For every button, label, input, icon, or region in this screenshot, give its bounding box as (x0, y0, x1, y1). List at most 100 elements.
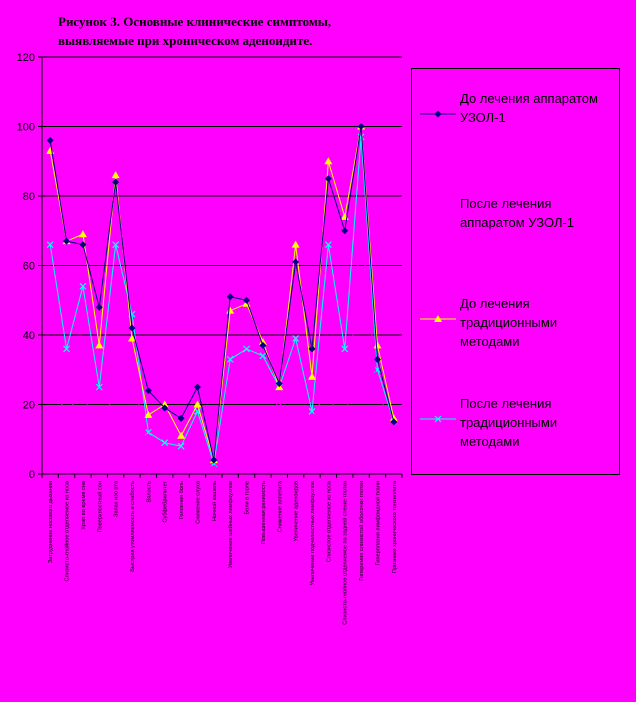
x-tick-label: Увеличение шейных лимфоузлов (227, 481, 234, 568)
data-point (193, 383, 201, 391)
data-point (63, 237, 71, 245)
legend-label: До лечения традиционными методами (460, 296, 558, 349)
data-point (341, 443, 348, 450)
series-4 (46, 133, 398, 467)
data-point (373, 341, 382, 349)
x-tick-label: Слизисто-гнойное отделяемое по задней ст… (342, 481, 349, 625)
data-point (145, 439, 152, 446)
data-point (46, 241, 54, 249)
data-point (341, 227, 349, 235)
series-2 (47, 220, 397, 474)
data-point (194, 439, 201, 446)
data-point (193, 400, 202, 408)
x-tick-label: Головная боль (179, 481, 185, 519)
legend-item: После лечения традиционными методами (420, 394, 615, 464)
legend-swatch (420, 415, 456, 423)
x-tick-label: Поверхностный сон (96, 481, 103, 532)
series-line (49, 136, 395, 464)
data-point (95, 303, 103, 311)
data-point (112, 384, 119, 391)
legend-swatch-marker (434, 415, 442, 423)
x-tick-label: Боли в горле (245, 481, 251, 514)
x-tick-label: Гиперемия слизистой оболочки глотки (358, 481, 365, 581)
data-point (128, 334, 136, 342)
y-tick-labels: 0 20 40 60 80 100 120 (17, 52, 35, 481)
y-tick-label: 40 (23, 330, 35, 342)
data-point (177, 442, 185, 450)
data-point (95, 341, 104, 349)
legend-item: После лечения аппаратом УЗОЛ-1 (420, 194, 615, 264)
data-point (144, 387, 152, 395)
legend-label: После лечения традиционными методами (460, 396, 558, 449)
data-point (226, 293, 234, 301)
data-point (308, 372, 316, 380)
data-point (63, 345, 70, 353)
data-point (47, 384, 54, 391)
chart-title: Рисунок 3. Основные клинические симптомы… (58, 12, 418, 50)
x-tick-label: Увеличение подчелюстных лимфоузлов (310, 481, 316, 585)
data-point (79, 241, 87, 249)
x-tick-label: Храп во время сна (81, 480, 87, 530)
data-point (112, 241, 120, 249)
data-point (79, 391, 86, 398)
legend-item: До лечения традиционными методами (420, 294, 615, 364)
legend-swatch-marker (434, 315, 442, 322)
x-tick-label: Признаки хронического тонзиллита (392, 480, 398, 573)
x-tick-label: Быстрая утомляемость и слабость (130, 481, 136, 572)
x-tick-label: Гиперплазия лимфоидной ткани (374, 481, 381, 565)
x-tick-label: Субфебрилитет (163, 481, 169, 523)
x-tick-label: Слизистое отделяемое из носа (326, 480, 332, 562)
x-tick-label: Ночной кашель (211, 481, 218, 521)
x-tick-label: Слизисто-гнойное отделяемое из носа (64, 480, 71, 581)
x-tick-label: Снижение аппетита (277, 480, 283, 532)
data-point (112, 178, 120, 186)
y-tick-label: 100 (17, 122, 35, 134)
data-point (46, 136, 54, 144)
data-point (63, 408, 70, 415)
data-point (373, 355, 381, 363)
data-point (129, 373, 135, 380)
data-point (79, 282, 87, 290)
data-point (111, 171, 120, 179)
chart-axes (38, 56, 403, 478)
data-point (308, 345, 316, 353)
data-point (390, 418, 398, 426)
data-point (292, 450, 299, 457)
data-point (95, 383, 103, 391)
x-tick-label: Увеличение аденоидов (294, 481, 300, 542)
data-point (357, 123, 365, 130)
chart-title-line-1: Рисунок 3. Основные клинические симптомы… (58, 14, 332, 29)
series-line (49, 223, 395, 472)
series-line (49, 126, 395, 461)
data-point (194, 408, 201, 415)
data-point (292, 335, 300, 342)
y-tick-label: 20 (23, 400, 35, 412)
legend-swatch (420, 216, 456, 222)
data-point (324, 175, 332, 183)
data-point (292, 258, 300, 266)
data-point (210, 467, 217, 474)
data-point (210, 456, 218, 464)
x-tick-label: Вялость (146, 481, 152, 502)
data-point (374, 391, 381, 398)
x-tick-label: Затруднение носового дыхания (48, 481, 54, 563)
data-point (243, 345, 250, 353)
data-point (227, 425, 234, 432)
data-point (291, 240, 300, 248)
data-point (259, 418, 266, 425)
legend-item: До лечения аппаратом УЗОЛ-1 (420, 89, 615, 159)
x-tick-labels: Затруднение носового дыхания Слизисто-гно… (48, 480, 398, 625)
data-point (275, 380, 283, 388)
x-tick-label: Снижение слуха (195, 480, 201, 524)
data-point (161, 404, 169, 412)
legend-swatch (420, 315, 456, 322)
data-point (161, 439, 169, 447)
gridlines (42, 56, 402, 405)
data-point (226, 355, 234, 363)
chart-title-line-2: выявляемые при хроническом аденоидите. (58, 33, 313, 48)
legend-label: До лечения аппаратом УЗОЛ-1 (460, 91, 598, 125)
data-point (259, 341, 267, 349)
y-tick-label: 60 (23, 261, 35, 273)
x-tick-label: Повышенная ранимость (261, 481, 267, 544)
